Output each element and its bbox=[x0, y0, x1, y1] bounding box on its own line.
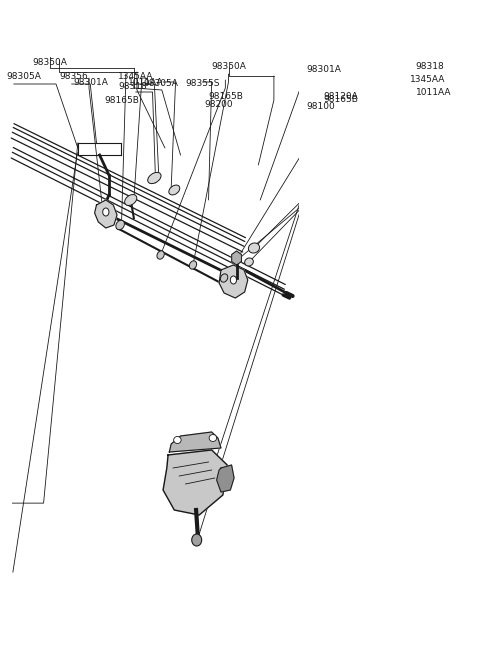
Text: 1011AA: 1011AA bbox=[128, 78, 163, 87]
Text: 1345AA: 1345AA bbox=[409, 75, 445, 84]
Text: 98356: 98356 bbox=[59, 72, 88, 81]
Ellipse shape bbox=[189, 261, 197, 269]
Polygon shape bbox=[169, 432, 221, 452]
Text: 98165B: 98165B bbox=[208, 92, 243, 101]
Ellipse shape bbox=[230, 276, 237, 284]
Text: 98301A: 98301A bbox=[306, 65, 341, 74]
Text: 98350A: 98350A bbox=[32, 58, 67, 67]
Text: 98200: 98200 bbox=[204, 100, 233, 109]
Ellipse shape bbox=[209, 434, 216, 442]
Text: 98305A: 98305A bbox=[143, 79, 178, 88]
Text: 98318: 98318 bbox=[118, 82, 147, 91]
Text: 98165B: 98165B bbox=[324, 95, 359, 104]
Ellipse shape bbox=[220, 274, 228, 282]
Ellipse shape bbox=[245, 258, 253, 266]
Polygon shape bbox=[163, 450, 227, 515]
Text: 98100: 98100 bbox=[306, 102, 335, 111]
Polygon shape bbox=[232, 251, 241, 265]
Polygon shape bbox=[216, 465, 234, 492]
Polygon shape bbox=[95, 200, 117, 228]
Polygon shape bbox=[219, 265, 248, 298]
Text: 98165B: 98165B bbox=[105, 96, 140, 105]
Text: 1011AA: 1011AA bbox=[416, 88, 451, 97]
Ellipse shape bbox=[169, 185, 180, 195]
Ellipse shape bbox=[157, 251, 164, 259]
Text: 98301A: 98301A bbox=[73, 78, 108, 87]
Ellipse shape bbox=[174, 436, 181, 443]
Text: 1345AA: 1345AA bbox=[118, 72, 154, 81]
Text: 98318: 98318 bbox=[416, 62, 444, 71]
Text: 98350A: 98350A bbox=[212, 62, 247, 71]
Ellipse shape bbox=[192, 534, 202, 546]
Text: 98120A: 98120A bbox=[324, 92, 359, 101]
Ellipse shape bbox=[148, 172, 161, 183]
Ellipse shape bbox=[125, 194, 137, 206]
Ellipse shape bbox=[103, 208, 109, 216]
Text: 98355S: 98355S bbox=[185, 79, 220, 88]
Ellipse shape bbox=[116, 220, 124, 230]
Text: 98305A: 98305A bbox=[6, 72, 41, 81]
Ellipse shape bbox=[248, 243, 260, 253]
